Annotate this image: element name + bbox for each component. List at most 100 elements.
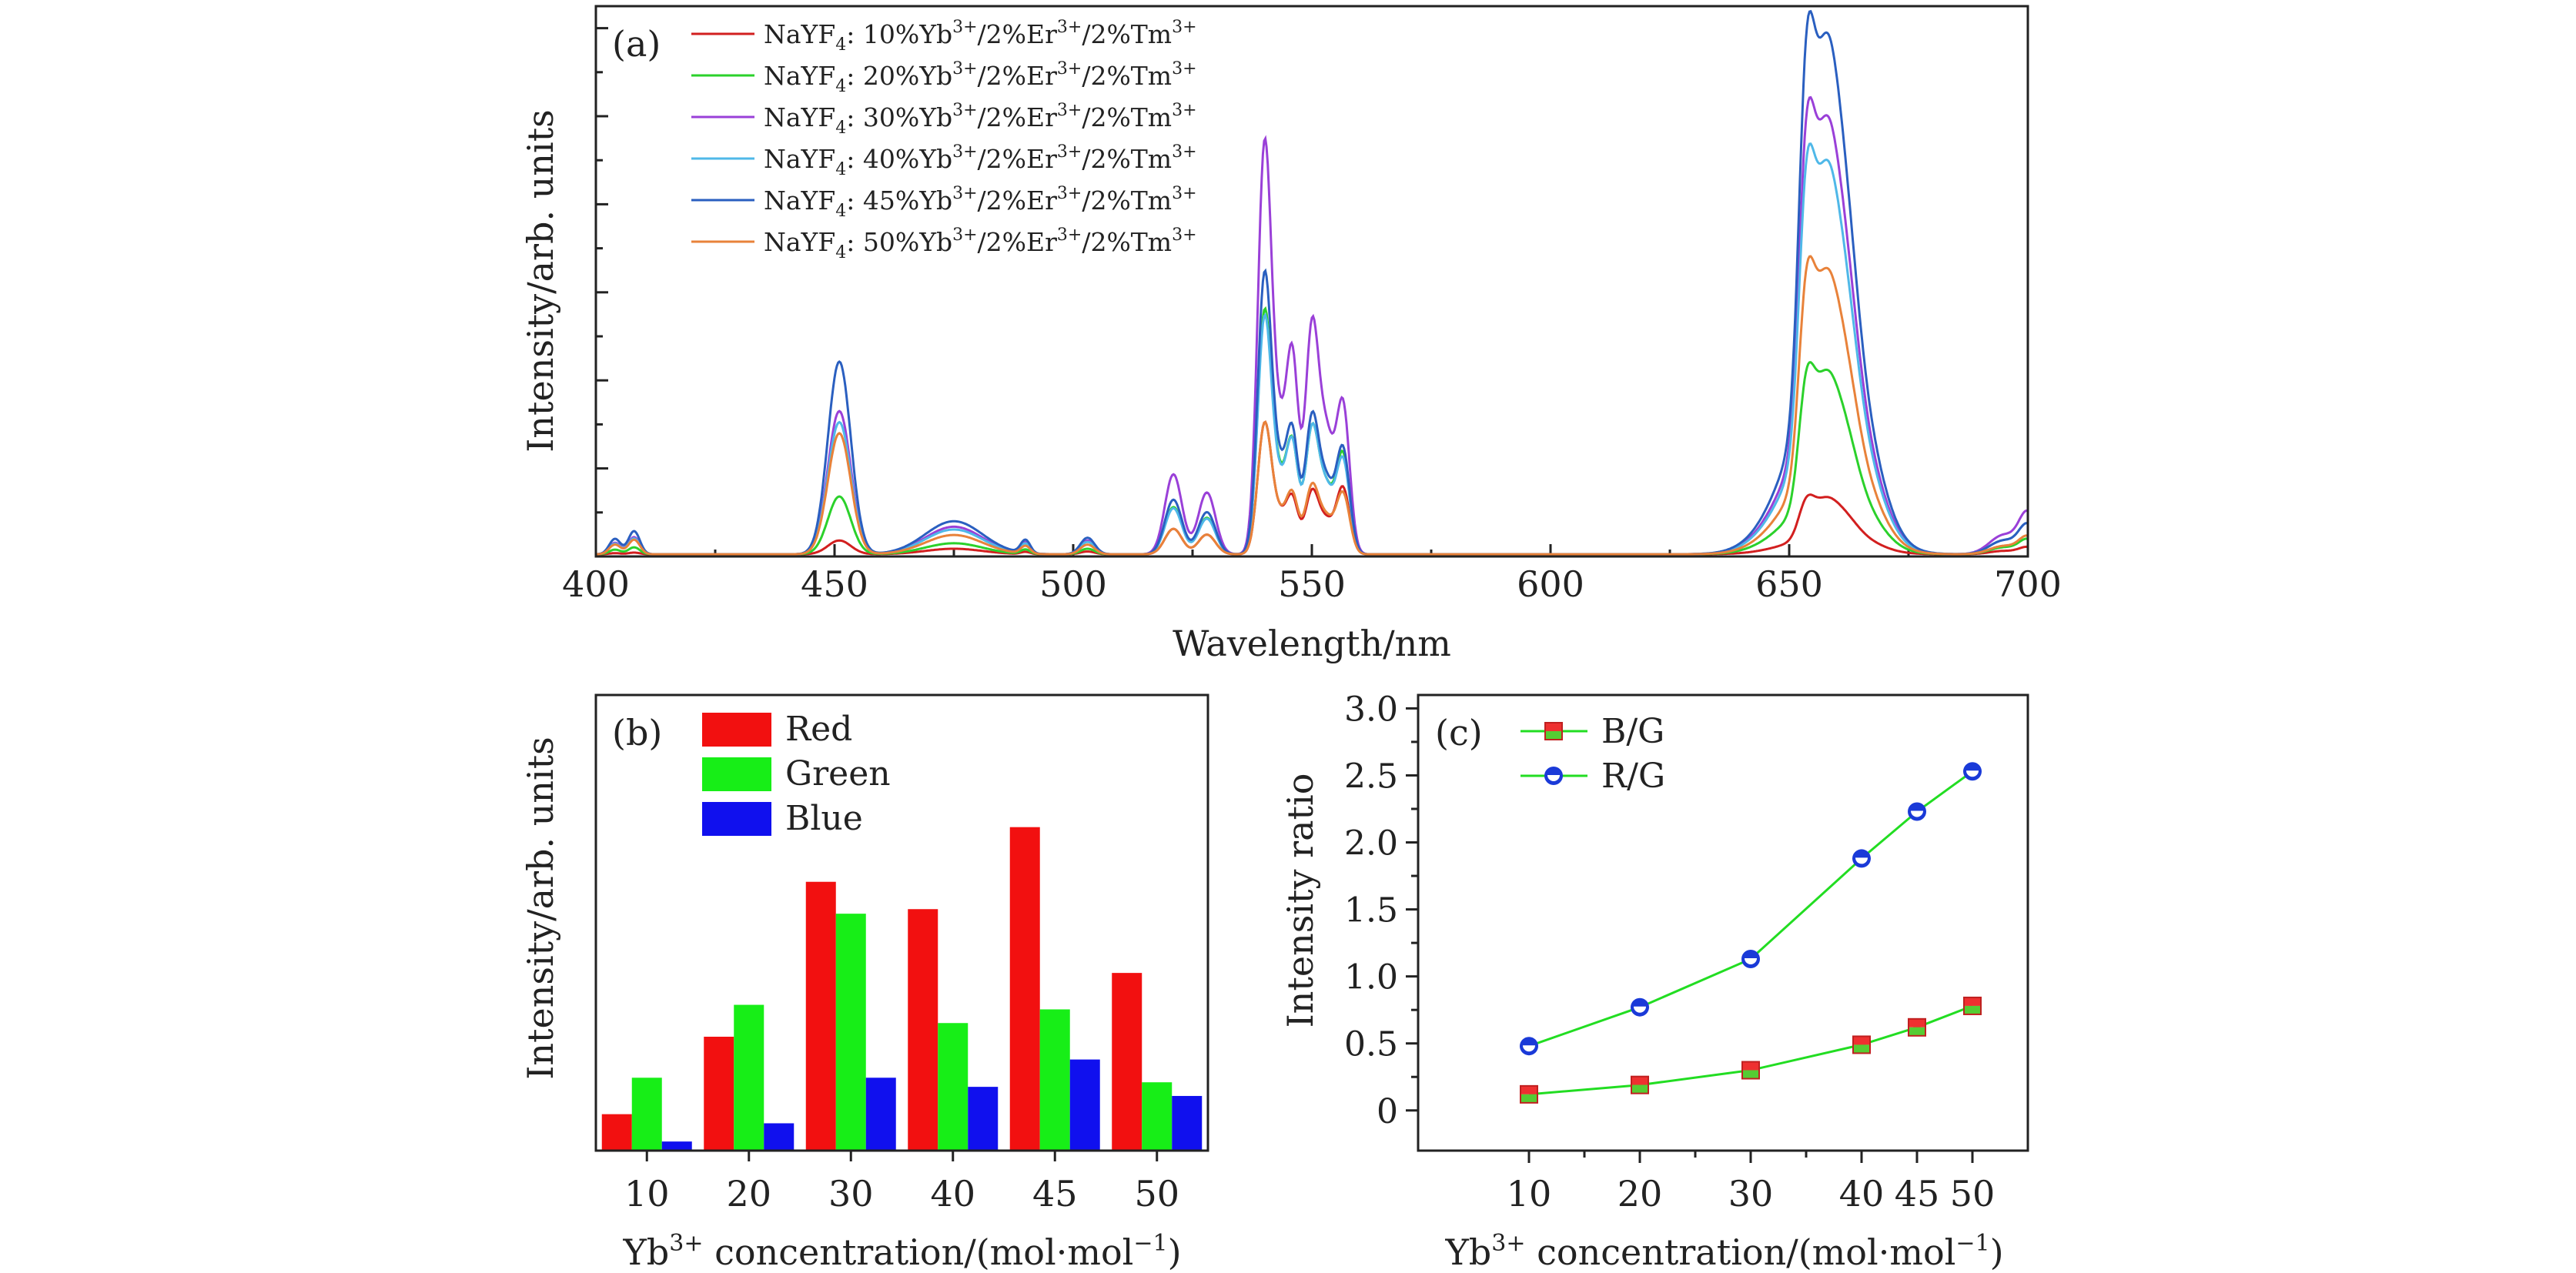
bar-red-20 bbox=[704, 1037, 734, 1151]
point-r-g-10 bbox=[1520, 1037, 1538, 1056]
series-line-10 bbox=[596, 420, 2029, 556]
bar-green-45 bbox=[1039, 1009, 1070, 1151]
panel-c-y-tick-label: 2.5 bbox=[1344, 757, 1398, 796]
panel-c-ylabel: Intensity ratio bbox=[1280, 773, 1321, 1028]
panel-b-label: (b) bbox=[612, 712, 662, 753]
legend-label: NaYF4: 40%Yb3+/2%Er3+/2%Tm3+ bbox=[764, 142, 1197, 179]
bar-red-10 bbox=[601, 1114, 632, 1151]
panel-c-y-tick-label: 3.0 bbox=[1344, 690, 1398, 729]
panel-a-spectrum-chart: Intensity/arb. units 400 450 500 550 600 650 7… bbox=[520, 5, 2062, 664]
legend-label: B/G bbox=[1601, 712, 1664, 751]
bar-green-20 bbox=[734, 1004, 764, 1151]
series-line-20 bbox=[596, 306, 2029, 556]
point-b-g-20 bbox=[1631, 1075, 1649, 1094]
bar-blue-10 bbox=[661, 1141, 692, 1151]
panel-b-x-tick-label: 40 bbox=[930, 1173, 975, 1215]
legend-label: NaYF4: 10%Yb3+/2%Er3+/2%Tm3+ bbox=[764, 18, 1197, 55]
panel-b-x-tick-label: 30 bbox=[828, 1173, 874, 1215]
legend-label: NaYF4: 20%Yb3+/2%Er3+/2%Tm3+ bbox=[764, 59, 1197, 96]
panel-b-legend: Red Green Blue bbox=[702, 710, 891, 838]
bar-red-50 bbox=[1112, 973, 1142, 1151]
bar-blue-50 bbox=[1172, 1095, 1203, 1151]
bar-green-30 bbox=[835, 914, 866, 1151]
bar-green-10 bbox=[631, 1078, 662, 1151]
panel-a-x-tick-label: 500 bbox=[1039, 563, 1107, 605]
panel-a-xlabel: Wavelength/nm bbox=[1173, 623, 1451, 664]
panel-c-x-tick-label: 30 bbox=[1728, 1173, 1774, 1215]
bar-blue-40 bbox=[968, 1087, 999, 1151]
legend-label: Red bbox=[785, 710, 852, 749]
panel-b-x-tick-label: 10 bbox=[624, 1173, 670, 1215]
point-b-g-30 bbox=[1741, 1061, 1760, 1080]
bar-green-50 bbox=[1142, 1082, 1173, 1151]
panel-b-x-tick-label: 50 bbox=[1134, 1173, 1179, 1215]
panel-b-x-tick-label: 20 bbox=[726, 1173, 771, 1215]
legend-label: Blue bbox=[785, 799, 863, 838]
point-r-g-50 bbox=[1963, 762, 1982, 781]
panel-c-legend: B/G R/G bbox=[1521, 712, 1665, 796]
bar-red-40 bbox=[908, 909, 938, 1151]
panel-b-bar-chart: Intensity/arb. units 10 20 30 40 45 50 (b) Re… bbox=[520, 693, 1209, 1273]
point-r-g-45 bbox=[1908, 802, 1926, 821]
panel-c-frame bbox=[1417, 693, 2029, 1152]
panel-a-ylabel: Intensity/arb. units bbox=[520, 109, 561, 453]
panel-a-y-ticks bbox=[596, 27, 608, 558]
panel-c-y-tick-label: 1.5 bbox=[1344, 891, 1398, 931]
panel-a-legend: NaYF4: 10%Yb3+/2%Er3+/2%Tm3+ NaYF4: 20%Yb… bbox=[691, 18, 1197, 262]
panel-c-ratio-chart: Intensity ratio 0 0.5 1.0 1.5 2.0 2.5 3.0 10 20… bbox=[1280, 690, 2029, 1273]
series-line-r-g bbox=[1528, 770, 1973, 1047]
legend-marker-b-g bbox=[1544, 722, 1563, 740]
legend-label: NaYF4: 50%Yb3+/2%Er3+/2%Tm3+ bbox=[764, 226, 1197, 262]
series-line-b-g bbox=[1528, 1004, 1973, 1096]
point-r-g-30 bbox=[1741, 950, 1760, 969]
panel-a-series-lines bbox=[595, 9, 2029, 556]
panel-c-xlabel: Yb3+ concentration/(mol·mol−1) bbox=[1444, 1230, 2003, 1273]
panel-a-x-tick-label: 550 bbox=[1278, 563, 1346, 605]
panel-a-x-tick-label: 600 bbox=[1517, 563, 1584, 605]
bar-blue-30 bbox=[865, 1078, 896, 1151]
panel-b-bars bbox=[601, 827, 1203, 1151]
panel-c-y-tick-label: 2.0 bbox=[1344, 824, 1398, 864]
panel-a-x-ticks: 400 450 500 550 600 650 700 bbox=[562, 544, 2062, 605]
legend-label: NaYF4: 30%Yb3+/2%Er3+/2%Tm3+ bbox=[764, 101, 1197, 138]
legend-marker-r-g bbox=[1544, 767, 1563, 785]
panel-a-x-tick-label: 400 bbox=[562, 563, 630, 605]
legend-label: R/G bbox=[1601, 757, 1665, 796]
series-line-50 bbox=[595, 255, 2029, 556]
panel-c-x-tick-label: 20 bbox=[1618, 1173, 1663, 1215]
panel-c-x-tick-label: 10 bbox=[1507, 1173, 1552, 1215]
series-line-45 bbox=[595, 9, 2029, 556]
point-b-g-40 bbox=[1852, 1035, 1871, 1054]
panel-a-label: (a) bbox=[612, 23, 661, 65]
panel-c-y-tick-label: 1.0 bbox=[1344, 958, 1398, 997]
panel-b-xlabel: Yb3+ concentration/(mol·mol−1) bbox=[622, 1230, 1181, 1273]
bar-red-30 bbox=[805, 881, 836, 1151]
panel-b-ylabel: Intensity/arb. units bbox=[520, 737, 561, 1080]
panel-c-label: (c) bbox=[1435, 712, 1483, 753]
bar-red-45 bbox=[1009, 827, 1040, 1151]
panel-a-x-tick-label: 450 bbox=[801, 563, 868, 605]
point-b-g-45 bbox=[1908, 1017, 1926, 1037]
panel-c-x-tick-label: 50 bbox=[1950, 1173, 1996, 1215]
panel-b-x-ticks: 10 20 30 40 45 50 bbox=[624, 1151, 1179, 1215]
series-line-30 bbox=[595, 95, 2029, 556]
panel-c-y-tick-label: 0.5 bbox=[1344, 1025, 1398, 1064]
point-r-g-20 bbox=[1631, 997, 1649, 1017]
point-r-g-40 bbox=[1852, 849, 1871, 868]
bar-blue-45 bbox=[1069, 1059, 1100, 1151]
panel-c-y-tick-label: 0 bbox=[1377, 1092, 1398, 1131]
panel-c-x-ticks: 10 20 30 40 45 50 bbox=[1507, 1151, 1996, 1215]
series-line-40 bbox=[595, 142, 2029, 556]
panel-a-x-tick-label: 650 bbox=[1755, 563, 1823, 605]
legend-swatch-red bbox=[702, 713, 771, 747]
panel-c-x-tick-label: 45 bbox=[1895, 1173, 1940, 1215]
panel-c-x-tick-label: 40 bbox=[1839, 1173, 1885, 1215]
panel-b-frame bbox=[594, 693, 1209, 1152]
legend-swatch-green bbox=[702, 757, 771, 791]
panel-a-x-tick-label: 700 bbox=[1994, 563, 2062, 605]
point-b-g-50 bbox=[1963, 996, 1982, 1015]
bar-blue-20 bbox=[764, 1123, 795, 1151]
panel-a-frame bbox=[594, 5, 2029, 558]
bar-green-40 bbox=[938, 1023, 969, 1151]
